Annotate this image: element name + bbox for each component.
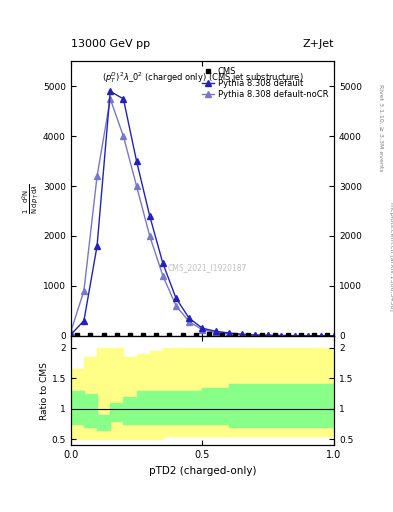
Pythia 8.308 default-noCR bbox=[134, 183, 139, 189]
Pythia 8.308 default-noCR bbox=[253, 332, 257, 338]
Pythia 8.308 default bbox=[108, 88, 112, 94]
CMS bbox=[193, 332, 198, 338]
Pythia 8.308 default-noCR bbox=[200, 327, 205, 333]
Pythia 8.308 default-noCR bbox=[160, 273, 165, 279]
Pythia 8.308 default-noCR bbox=[95, 173, 99, 179]
Y-axis label: Ratio to CMS: Ratio to CMS bbox=[40, 361, 49, 419]
CMS bbox=[299, 332, 303, 338]
Line: CMS: CMS bbox=[75, 332, 330, 338]
Pythia 8.308 default-noCR bbox=[279, 333, 284, 339]
Pythia 8.308 default bbox=[279, 332, 284, 338]
CMS bbox=[246, 332, 251, 338]
Pythia 8.308 default-noCR bbox=[213, 329, 218, 335]
Pythia 8.308 default-noCR bbox=[332, 333, 336, 339]
Pythia 8.308 default-noCR bbox=[108, 96, 112, 102]
CMS bbox=[114, 332, 119, 338]
Pythia 8.308 default bbox=[318, 333, 323, 339]
Text: CMS_2021_I1920187: CMS_2021_I1920187 bbox=[168, 263, 247, 272]
X-axis label: pTD2 (charged-only): pTD2 (charged-only) bbox=[149, 466, 256, 476]
Pythia 8.308 default-noCR bbox=[82, 288, 86, 294]
CMS bbox=[101, 332, 106, 338]
Pythia 8.308 default-noCR bbox=[292, 333, 297, 339]
Pythia 8.308 default-noCR bbox=[187, 318, 192, 325]
CMS bbox=[220, 332, 224, 338]
Pythia 8.308 default-noCR bbox=[174, 303, 178, 309]
CMS bbox=[154, 332, 159, 338]
Legend: CMS, Pythia 8.308 default, Pythia 8.308 default-noCR: CMS, Pythia 8.308 default, Pythia 8.308 … bbox=[200, 66, 330, 101]
Line: Pythia 8.308 default: Pythia 8.308 default bbox=[68, 89, 337, 338]
Pythia 8.308 default-noCR bbox=[121, 133, 126, 139]
Pythia 8.308 default bbox=[147, 213, 152, 219]
Pythia 8.308 default bbox=[121, 96, 126, 102]
Pythia 8.308 default-noCR bbox=[318, 333, 323, 339]
CMS bbox=[75, 332, 80, 338]
Pythia 8.308 default bbox=[305, 333, 310, 339]
Pythia 8.308 default bbox=[68, 332, 73, 338]
Pythia 8.308 default-noCR bbox=[68, 329, 73, 335]
CMS bbox=[128, 332, 132, 338]
Pythia 8.308 default-noCR bbox=[305, 333, 310, 339]
Pythia 8.308 default bbox=[226, 330, 231, 336]
CMS bbox=[312, 332, 317, 338]
CMS bbox=[272, 332, 277, 338]
Pythia 8.308 default bbox=[174, 295, 178, 302]
Pythia 8.308 default-noCR bbox=[239, 332, 244, 338]
CMS bbox=[88, 332, 93, 338]
CMS bbox=[233, 332, 238, 338]
Pythia 8.308 default bbox=[253, 332, 257, 338]
Text: Z+Jet: Z+Jet bbox=[303, 38, 334, 49]
Pythia 8.308 default bbox=[95, 243, 99, 249]
CMS bbox=[141, 332, 145, 338]
Pythia 8.308 default bbox=[332, 333, 336, 339]
Pythia 8.308 default bbox=[134, 158, 139, 164]
CMS bbox=[325, 332, 330, 338]
Pythia 8.308 default-noCR bbox=[147, 233, 152, 239]
CMS bbox=[207, 331, 211, 337]
Line: Pythia 8.308 default-noCR: Pythia 8.308 default-noCR bbox=[68, 96, 337, 338]
Text: 13000 GeV pp: 13000 GeV pp bbox=[71, 38, 150, 49]
Pythia 8.308 default bbox=[213, 328, 218, 334]
Text: Rivet 3.1.10, ≥ 3.3M events: Rivet 3.1.10, ≥ 3.3M events bbox=[379, 84, 384, 172]
CMS bbox=[286, 332, 290, 338]
Pythia 8.308 default bbox=[187, 315, 192, 322]
CMS bbox=[259, 332, 264, 338]
Pythia 8.308 default bbox=[266, 332, 270, 338]
Pythia 8.308 default bbox=[292, 333, 297, 339]
Pythia 8.308 default bbox=[239, 331, 244, 337]
Pythia 8.308 default bbox=[200, 325, 205, 331]
Pythia 8.308 default-noCR bbox=[226, 331, 231, 337]
Y-axis label: $\frac{1}{\mathrm{N}}\frac{\mathrm{d}^2\mathrm{N}}{\mathrm{d}\,p_T\,\mathrm{d}\l: $\frac{1}{\mathrm{N}}\frac{\mathrm{d}^2\… bbox=[21, 183, 42, 214]
Text: mcplots.cern.ch [arXiv:1306.3436]: mcplots.cern.ch [arXiv:1306.3436] bbox=[389, 202, 393, 310]
Pythia 8.308 default-noCR bbox=[266, 332, 270, 338]
Pythia 8.308 default bbox=[82, 317, 86, 324]
Pythia 8.308 default bbox=[160, 260, 165, 266]
Text: $(p_T^D)^2\lambda\_0^2$ (charged only) (CMS jet substructure): $(p_T^D)^2\lambda\_0^2$ (charged only) (… bbox=[101, 70, 303, 84]
CMS bbox=[167, 332, 172, 338]
CMS bbox=[180, 332, 185, 338]
